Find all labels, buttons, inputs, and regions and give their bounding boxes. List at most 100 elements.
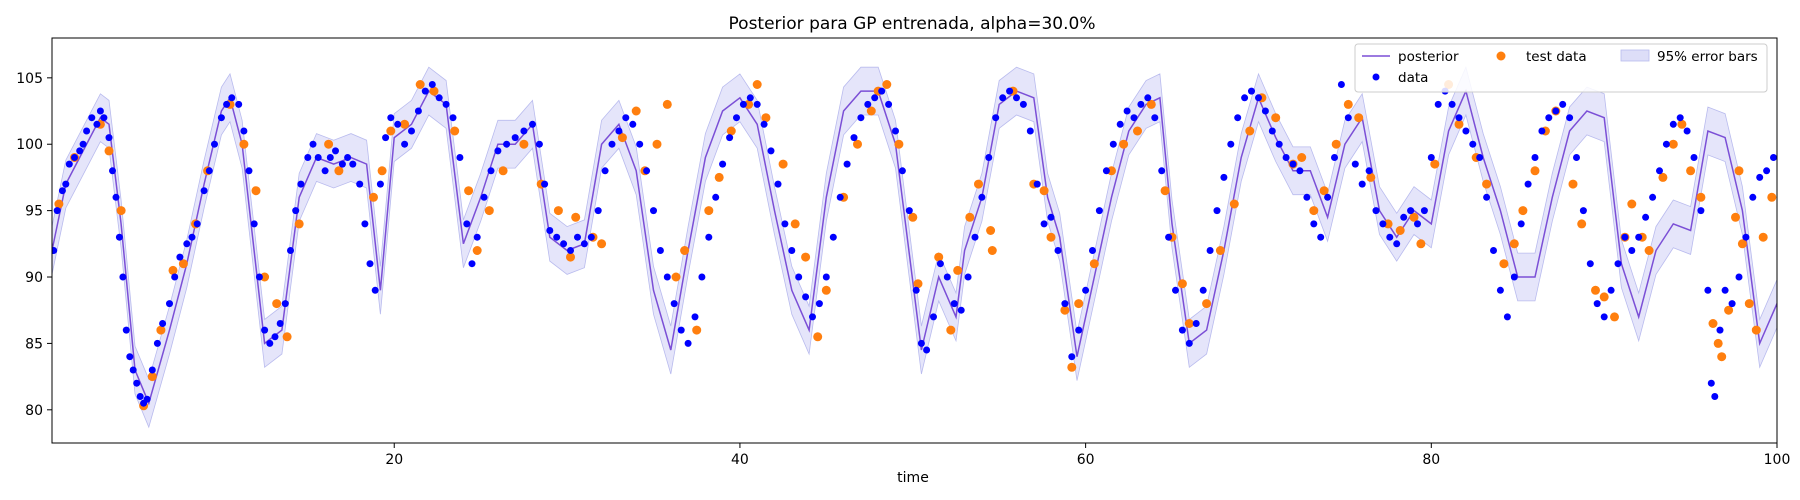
data-point [1095,207,1103,215]
data-point [314,154,322,161]
test-data-point [617,133,627,143]
test-data-point [1331,139,1341,149]
data-point [1427,154,1435,161]
data-point [739,100,747,108]
data-point [1137,100,1145,108]
legend-test-data-swatch [1496,51,1506,61]
test-data-point [813,332,823,342]
data-point [650,207,657,215]
y-tick-label: 95 [25,204,43,220]
data-point [52,247,58,254]
test-data-point [1686,166,1696,176]
data-point [93,120,101,128]
data-point [1573,154,1580,161]
data-point [705,233,713,241]
test-data-point [116,206,126,216]
data-point [309,140,317,148]
data-point [1379,220,1387,228]
data-point [126,353,134,361]
data-point [129,366,137,374]
data-point [587,233,595,241]
test-data-point [1046,232,1056,242]
data-point [541,180,549,188]
data-point [1019,100,1027,108]
x-tick-label: 60 [1077,452,1095,468]
data-point [468,260,476,268]
test-data-point [1354,113,1364,123]
test-data-point [1734,166,1744,176]
data-point [733,114,740,122]
data-point [1483,193,1491,201]
data-point [205,167,213,175]
data-point [535,140,543,148]
data-point [1756,173,1764,181]
data-point [382,134,390,142]
data-point [615,127,623,135]
data-point [371,286,379,294]
data-point [1331,154,1338,161]
x-tick-label: 40 [731,452,749,468]
test-data-point [866,106,876,116]
data-point [1282,154,1290,161]
data-point [250,220,258,228]
data-point [1545,114,1553,122]
data-point [321,167,329,175]
test-data-point [1751,325,1761,335]
data-point [1649,193,1657,201]
test-data-point [744,99,754,109]
data-point [435,94,443,102]
data-point [670,300,678,308]
data-point [529,120,536,128]
test-data-point [1271,113,1281,123]
data-point [143,395,151,403]
y-tick-label: 80 [25,403,43,419]
data-point [594,207,602,215]
data-point [1420,207,1428,215]
test-data-point [908,212,918,222]
data-point [292,207,300,215]
test-data-point [1430,159,1440,169]
data-point [622,114,630,122]
test-data-point [974,179,983,189]
data-point [1130,114,1138,122]
data-point [923,346,931,354]
data-point [62,180,70,188]
plot-area [52,65,1777,429]
test-data-point [801,252,811,262]
test-data-point [272,299,282,309]
test-data-point [1160,186,1170,196]
data-point [1742,233,1750,241]
data-point [1268,127,1276,135]
data-point [829,233,837,241]
data-point [276,320,284,327]
test-data-point [934,252,944,262]
test-data-point [1454,119,1464,129]
test-data-point [1184,319,1194,328]
data-point [1566,114,1574,122]
data-point [1213,207,1221,215]
data-point [1296,167,1304,175]
data-point [781,220,789,228]
data-point [487,167,495,175]
test-data-point [472,246,482,255]
data-point [1770,154,1777,161]
data-point [96,107,104,115]
test-data-point [1499,259,1509,269]
test-data-point [821,285,831,295]
test-data-point [464,186,474,196]
data-point [1206,247,1214,254]
test-data-point [324,139,334,149]
test-data-point [1409,212,1419,222]
data-point [1158,167,1166,175]
y-tick-label: 100 [16,137,43,153]
data-point [1517,220,1525,228]
test-data-point [987,246,997,255]
test-data-point [1319,186,1329,196]
data-point [1192,320,1200,327]
data-point [166,300,173,308]
data-point [950,300,958,308]
test-data-point [1591,285,1600,295]
test-data-point [54,199,64,209]
data-point [1109,140,1117,148]
test-data-point [1658,172,1668,182]
